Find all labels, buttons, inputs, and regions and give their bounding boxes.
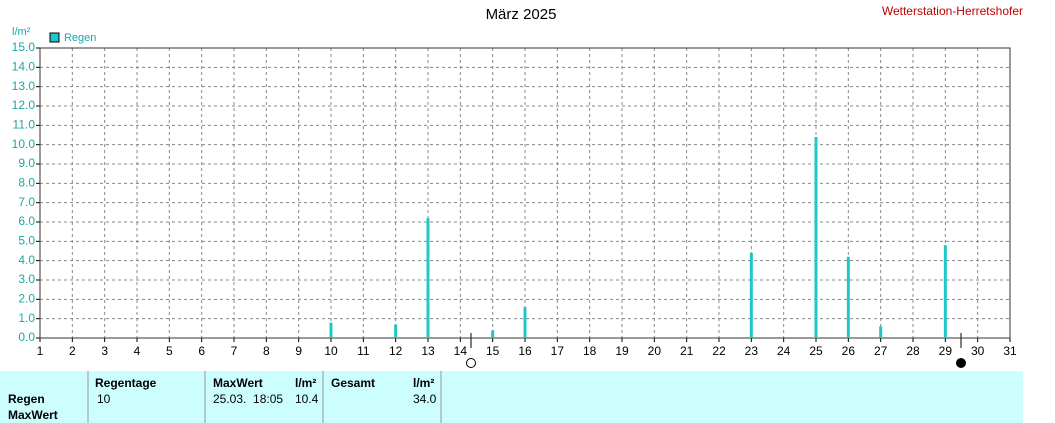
table-header: l/m² bbox=[295, 376, 316, 390]
y-tick-label: 15.0 bbox=[12, 40, 36, 54]
x-tick-label: 11 bbox=[357, 344, 370, 358]
x-tick-label: 30 bbox=[971, 344, 985, 358]
y-tick-label: 4.0 bbox=[18, 253, 35, 267]
x-tick-label: 2 bbox=[69, 344, 76, 358]
x-tick-label: 4 bbox=[134, 344, 141, 358]
x-tick-label: 29 bbox=[939, 344, 953, 358]
x-tick-label: 20 bbox=[648, 344, 662, 358]
table-header: MaxWert bbox=[213, 376, 263, 390]
y-tick-label: 13.0 bbox=[12, 79, 36, 93]
x-tick-label: 26 bbox=[842, 344, 856, 358]
x-tick-label: 18 bbox=[583, 344, 597, 358]
x-tick-label: 21 bbox=[680, 344, 694, 358]
x-tick-label: 6 bbox=[198, 344, 205, 358]
table-header: l/m² bbox=[413, 376, 434, 390]
x-tick-label: 16 bbox=[518, 344, 532, 358]
y-unit: l/m² bbox=[12, 26, 31, 38]
y-tick-label: 14.0 bbox=[12, 60, 36, 74]
row-label: MaxWert bbox=[8, 408, 58, 422]
x-tick-label: 13 bbox=[421, 344, 435, 358]
full-moon-icon bbox=[956, 358, 966, 368]
table-cell: 25.03. 18:05 bbox=[213, 392, 283, 406]
x-tick-label: 1 bbox=[37, 344, 44, 358]
bar bbox=[523, 307, 527, 338]
chart-title: März 2025 bbox=[486, 6, 557, 23]
y-tick-label: 12.0 bbox=[12, 98, 36, 112]
y-tick-label: 5.0 bbox=[18, 234, 35, 248]
bar bbox=[814, 136, 818, 338]
y-tick-label: 10.0 bbox=[12, 137, 36, 151]
y-tick-label: 9.0 bbox=[18, 156, 35, 170]
legend-label: Regen bbox=[64, 32, 96, 44]
y-tick-label: 11.0 bbox=[13, 118, 36, 132]
x-tick-label: 23 bbox=[745, 344, 759, 358]
bar bbox=[943, 245, 947, 338]
bar bbox=[329, 322, 333, 338]
y-tick-label: 2.0 bbox=[18, 292, 35, 306]
source: Wetterstation-Herretshofer bbox=[882, 4, 1023, 18]
legend-swatch bbox=[49, 32, 60, 43]
bar bbox=[749, 252, 753, 338]
x-tick-label: 3 bbox=[101, 344, 108, 358]
x-tick-label: 14 bbox=[454, 344, 468, 358]
y-tick-label: 0.0 bbox=[18, 330, 35, 344]
row-label: Regen bbox=[8, 392, 45, 406]
bar bbox=[491, 330, 495, 338]
bar bbox=[426, 218, 430, 338]
table-cell: 10 bbox=[97, 392, 111, 406]
x-tick-label: 12 bbox=[389, 344, 403, 358]
y-tick-label: 1.0 bbox=[18, 311, 35, 325]
table-header: Regentage bbox=[95, 376, 157, 390]
table-cell: 34.0 bbox=[413, 392, 437, 406]
bar bbox=[879, 326, 883, 338]
table-header: Gesamt bbox=[331, 376, 375, 390]
x-tick-label: 5 bbox=[166, 344, 173, 358]
x-tick-label: 17 bbox=[551, 344, 565, 358]
bar bbox=[394, 324, 398, 338]
table-bg bbox=[0, 371, 1023, 423]
x-tick-label: 27 bbox=[874, 344, 888, 358]
x-tick-label: 31 bbox=[1003, 344, 1017, 358]
y-tick-label: 7.0 bbox=[18, 195, 35, 209]
y-tick-label: 6.0 bbox=[18, 214, 35, 228]
x-tick-label: 22 bbox=[712, 344, 726, 358]
table-cell: 10.4 bbox=[295, 392, 319, 406]
x-tick-label: 24 bbox=[777, 344, 791, 358]
x-tick-label: 15 bbox=[486, 344, 500, 358]
y-tick-label: 3.0 bbox=[18, 272, 35, 286]
x-tick-label: 10 bbox=[324, 344, 338, 358]
x-tick-label: 7 bbox=[231, 344, 238, 358]
x-tick-label: 8 bbox=[263, 344, 270, 358]
x-tick-label: 19 bbox=[615, 344, 629, 358]
y-tick-label: 8.0 bbox=[18, 176, 35, 190]
bar bbox=[846, 256, 850, 338]
x-tick-label: 9 bbox=[295, 344, 302, 358]
new-moon-icon bbox=[466, 358, 476, 368]
x-tick-label: 25 bbox=[809, 344, 823, 358]
x-tick-label: 28 bbox=[906, 344, 920, 358]
